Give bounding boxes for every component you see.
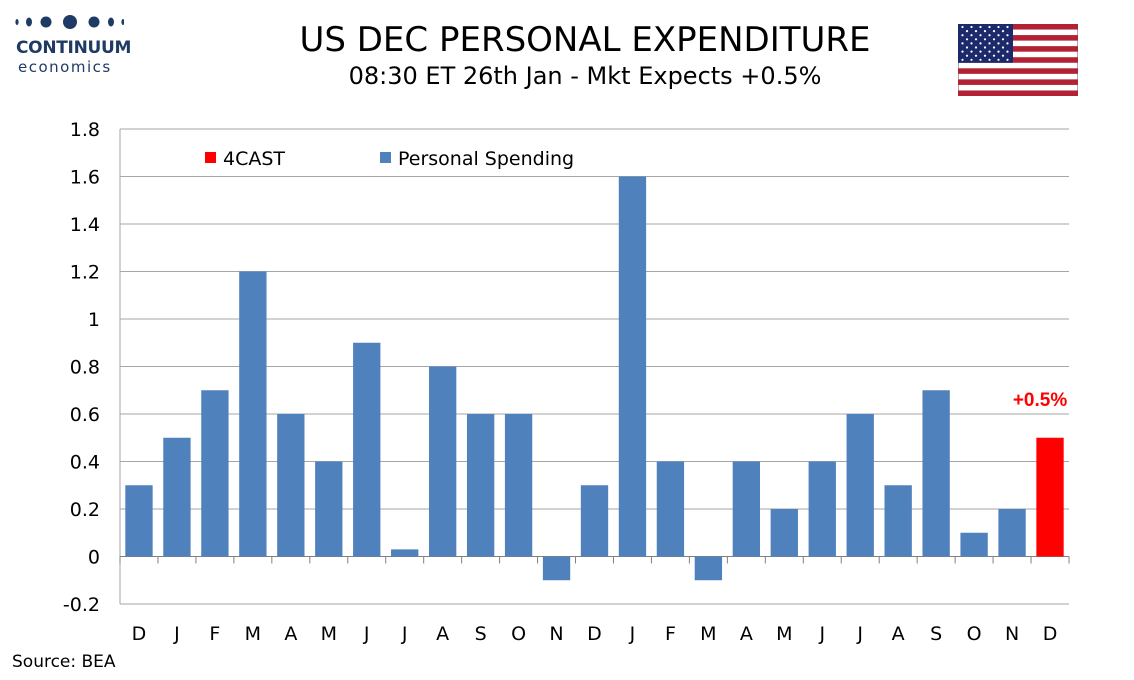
x-tick-label: A	[892, 623, 905, 645]
x-tick-label: S	[930, 623, 942, 645]
forecast-bar	[1036, 437, 1064, 557]
x-tick-label: J	[173, 623, 180, 645]
us-flag-icon	[958, 24, 1078, 96]
y-tick-label: 0.4	[70, 452, 100, 474]
x-tick-label: D	[132, 623, 147, 645]
legend-label: Personal Spending	[398, 148, 574, 170]
x-tick-label: M	[776, 623, 792, 645]
x-tick-label: D	[587, 623, 602, 645]
x-tick-label: O	[967, 623, 982, 645]
bar	[808, 461, 836, 557]
chart-title: US DEC PERSONAL EXPENDITURE	[299, 20, 871, 60]
x-tick-label: M	[321, 623, 337, 645]
bar	[770, 509, 798, 557]
y-tick-label: 1.8	[70, 119, 100, 141]
x-tick-label: J	[629, 623, 636, 645]
y-tick-label: 0.2	[70, 499, 100, 521]
x-tick-label: J	[818, 623, 825, 645]
bar	[201, 390, 229, 557]
bar	[732, 461, 761, 557]
bar	[125, 485, 153, 557]
x-tick-label: S	[475, 623, 487, 645]
bar	[353, 342, 381, 557]
chart-subtitle: 08:30 ET 26th Jan - Mkt Expects +0.5%	[348, 62, 822, 90]
y-tick-label: 1	[88, 309, 100, 331]
bar	[580, 485, 609, 557]
bar	[391, 549, 419, 557]
y-tick-label: 1.2	[70, 262, 100, 284]
x-tick-label: N	[1005, 623, 1019, 645]
bar	[884, 485, 912, 557]
x-tick-label: J	[363, 623, 370, 645]
bar	[315, 461, 343, 557]
x-tick-label: A	[284, 623, 297, 645]
x-tick-label: A	[436, 623, 449, 645]
x-tick-label: J	[856, 623, 863, 645]
y-tick-label: 1.6	[70, 167, 100, 189]
data-label-annotation: +0.5%	[1013, 390, 1068, 411]
bar	[542, 556, 571, 581]
y-tick-label: 0	[88, 547, 100, 569]
y-tick-label: 0.6	[70, 404, 100, 426]
source-note: Source: BEA	[12, 652, 116, 672]
bar	[846, 414, 874, 557]
bar	[466, 414, 495, 557]
legend-swatch	[205, 152, 216, 163]
legend-label: 4CAST	[223, 148, 285, 170]
y-tick-label: 0.8	[70, 357, 100, 379]
bar	[239, 271, 267, 557]
bar	[428, 366, 457, 557]
x-tick-label: M	[245, 623, 261, 645]
bar	[504, 414, 533, 557]
x-tick-label: M	[700, 623, 716, 645]
x-tick-label: O	[511, 623, 526, 645]
legend-swatch	[380, 152, 391, 163]
bar	[922, 390, 950, 557]
bar	[998, 509, 1026, 557]
x-tick-label: N	[549, 623, 563, 645]
bar	[618, 176, 647, 557]
x-tick-label: J	[401, 623, 408, 645]
x-tick-label: F	[209, 623, 220, 645]
bar	[694, 556, 723, 581]
logo-subtitle: economics	[18, 58, 112, 76]
y-tick-label: -0.2	[63, 594, 100, 616]
bar	[656, 461, 685, 557]
continuum-logo: CONTINUUM economics	[14, 12, 134, 76]
x-tick-label: D	[1043, 623, 1058, 645]
x-tick-label: F	[665, 623, 676, 645]
y-tick-label: 1.4	[70, 214, 100, 236]
bar	[277, 414, 305, 557]
logo-dots-icon	[15, 15, 124, 29]
bar	[163, 437, 191, 557]
bar	[960, 532, 988, 557]
x-tick-label: A	[740, 623, 753, 645]
logo-name: CONTINUUM	[16, 38, 132, 58]
